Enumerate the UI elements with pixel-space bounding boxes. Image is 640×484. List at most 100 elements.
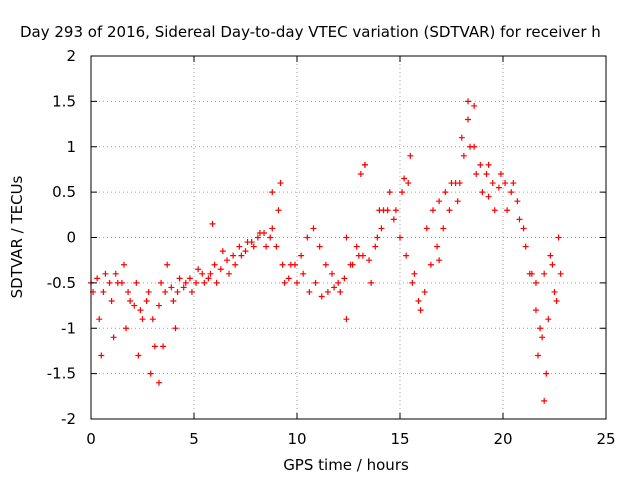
data-point — [510, 180, 517, 187]
data-point — [392, 207, 399, 214]
data-point — [508, 189, 515, 196]
y-tick-label: 0 — [66, 229, 76, 247]
data-point — [436, 257, 443, 264]
data-point — [528, 270, 535, 277]
data-point — [164, 261, 171, 268]
data-point — [545, 316, 552, 323]
data-point — [312, 279, 319, 286]
data-point — [409, 279, 416, 286]
data-point — [230, 252, 237, 259]
data-point — [514, 198, 521, 205]
data-point — [541, 397, 548, 404]
data-point — [160, 343, 167, 350]
data-point — [355, 252, 362, 259]
chart-title: Day 293 of 2016, Sidereal Day-to-day VTE… — [20, 23, 601, 41]
data-point — [491, 207, 498, 214]
data-point — [193, 279, 200, 286]
data-point — [343, 316, 350, 323]
data-point — [376, 207, 383, 214]
data-point — [357, 170, 364, 177]
data-point — [186, 275, 193, 282]
data-point — [244, 239, 251, 246]
data-point — [127, 298, 134, 305]
data-point — [285, 275, 292, 282]
data-point — [532, 279, 539, 286]
data-point — [242, 248, 249, 255]
data-point — [267, 234, 274, 241]
data-point — [504, 207, 511, 214]
data-point — [471, 102, 478, 109]
data-point — [374, 234, 381, 241]
data-point — [123, 325, 130, 332]
data-point — [133, 279, 140, 286]
data-point — [532, 307, 539, 314]
data-point — [366, 257, 373, 264]
data-point — [361, 161, 368, 168]
data-point — [223, 257, 230, 264]
data-point — [114, 279, 121, 286]
data-point — [151, 343, 158, 350]
data-point — [304, 234, 311, 241]
data-point — [547, 252, 554, 259]
data-point — [176, 275, 183, 282]
y-axis-label: SDTVAR / TECUs — [8, 175, 26, 298]
data-point — [108, 298, 115, 305]
data-point — [273, 243, 280, 250]
data-point — [446, 207, 453, 214]
data-point — [421, 288, 428, 295]
data-point — [464, 98, 471, 105]
data-point — [226, 270, 233, 277]
data-point — [368, 279, 375, 286]
data-point — [460, 152, 467, 159]
data-point — [254, 234, 261, 241]
x-tick-label: 0 — [86, 430, 96, 448]
data-point — [539, 334, 546, 341]
data-point — [543, 370, 550, 377]
y-tick-label: 1.5 — [52, 92, 76, 110]
data-point — [158, 279, 165, 286]
y-tick-label: 2 — [66, 47, 76, 65]
data-point — [287, 261, 294, 268]
data-point — [236, 243, 243, 250]
data-point — [399, 189, 406, 196]
data-point — [149, 316, 156, 323]
data-point — [495, 184, 502, 191]
x-tick-label: 15 — [390, 430, 409, 448]
data-point — [372, 243, 379, 250]
data-point — [162, 288, 169, 295]
data-point — [516, 216, 523, 223]
data-point — [135, 352, 142, 359]
x-tick-label: 25 — [596, 430, 615, 448]
y-tick-label: -0.5 — [47, 274, 76, 292]
data-point — [522, 243, 529, 250]
data-point — [94, 275, 101, 282]
data-point — [281, 279, 288, 286]
data-point — [143, 298, 150, 305]
data-point — [427, 261, 434, 268]
data-point — [489, 180, 496, 187]
x-tick-label: 10 — [287, 430, 306, 448]
data-point — [232, 261, 239, 268]
data-point — [349, 261, 356, 268]
data-point — [415, 298, 422, 305]
data-points — [88, 98, 564, 404]
data-point — [407, 152, 414, 159]
data-point — [324, 288, 331, 295]
data-point — [479, 189, 486, 196]
data-point — [207, 270, 214, 277]
data-point — [343, 234, 350, 241]
data-point — [213, 279, 220, 286]
data-point — [219, 248, 226, 255]
data-point — [256, 229, 263, 236]
data-point — [485, 161, 492, 168]
data-point — [436, 198, 443, 205]
data-point — [537, 325, 544, 332]
data-point — [205, 275, 212, 282]
data-point — [316, 243, 323, 250]
data-point — [120, 261, 127, 268]
data-point — [401, 175, 408, 182]
data-point — [147, 370, 154, 377]
data-point — [238, 252, 245, 259]
data-point — [100, 288, 107, 295]
